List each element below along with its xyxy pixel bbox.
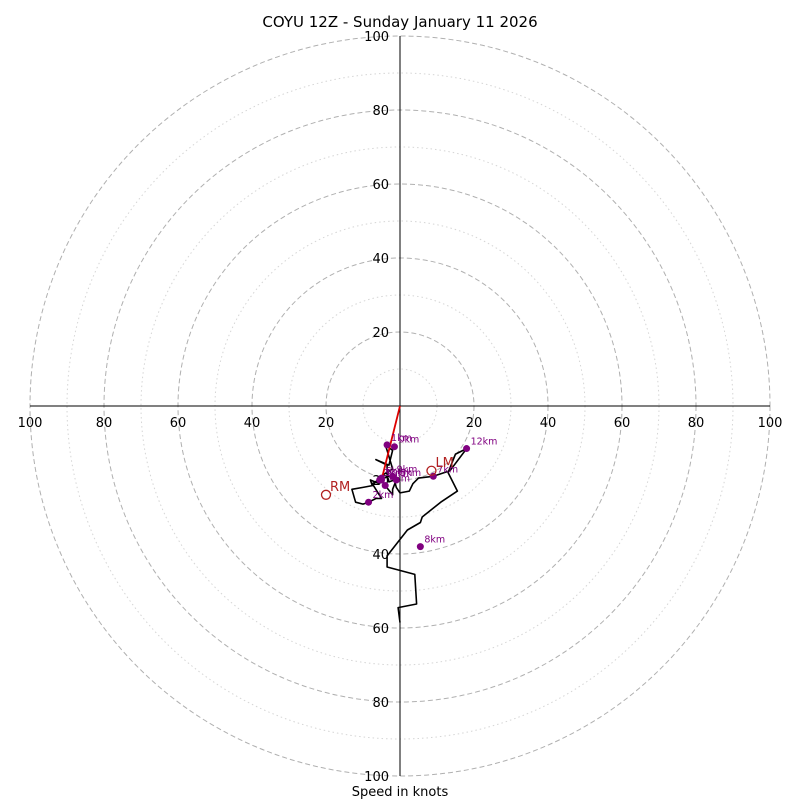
tick-label-top-100: 100	[364, 30, 389, 45]
height-marker-9km	[389, 472, 397, 480]
tick-label-left-40: 40	[244, 416, 261, 431]
height-marker-label-10km: 10km	[386, 468, 413, 479]
tick-label-bottom-100: 100	[364, 770, 389, 785]
height-marker-10km	[378, 476, 385, 484]
height-marker-1km	[383, 441, 391, 449]
height-marker-4km	[381, 482, 389, 490]
tick-label-top-60: 60	[372, 178, 389, 193]
tick-label-right-80: 80	[688, 416, 705, 431]
height-marker-label-9km: 9km	[397, 464, 418, 475]
tick-label-top-80: 80	[372, 104, 389, 119]
height-marker-label-2km: 2km	[373, 490, 394, 501]
storm-motion-markers: RM LM	[320, 456, 454, 500]
height-marker-label-6km: 6km	[386, 466, 407, 477]
chart-title: COYU 12Z - Sunday January 11 2026	[262, 13, 537, 31]
height-markers: 0km1km2km3km4km5km6km7km8km9km10km12km	[365, 433, 498, 551]
height-marker-label-5km: 5km	[400, 468, 421, 479]
tick-label-left-100: 100	[18, 416, 43, 431]
mean-wind-vector-line	[380, 405, 401, 481]
tick-label-bottom-60: 60	[372, 622, 389, 637]
hodograph-line	[351, 444, 468, 623]
tick-label-bottom-40: 40	[372, 548, 389, 563]
tick-label-right-60: 60	[614, 416, 631, 431]
storm-motion-marker-lm	[426, 465, 437, 476]
height-marker-2km	[365, 498, 373, 506]
tick-label-left-20: 20	[318, 416, 335, 431]
height-marker-label-12km: 12km	[471, 437, 498, 448]
storm-motion-label-rm: RM	[330, 480, 350, 495]
tick-label-left-80: 80	[96, 416, 113, 431]
storm-motion-marker-rm	[320, 489, 332, 500]
height-marker-label-7km: 7km	[437, 464, 458, 475]
x-axis-label: Speed in knots	[352, 785, 449, 800]
axis-tick-labels: 100 100 100 100 80 80 80 80 60 60 60 60 40 40 40 40 20 20…	[18, 30, 783, 785]
storm-motion-label-lm: LM	[435, 456, 453, 471]
tick-label-top-20: 20	[372, 326, 389, 341]
tick-label-right-40: 40	[540, 416, 557, 431]
hodograph-trace	[351, 444, 468, 623]
tick-label-bottom-80: 80	[372, 696, 389, 711]
tick-label-right-20: 20	[466, 416, 483, 431]
height-marker-8km	[416, 543, 424, 551]
height-marker-label-0km: 0km	[398, 435, 419, 446]
height-marker-label-8km: 8km	[424, 535, 445, 546]
tick-label-right-100: 100	[758, 416, 783, 431]
height-marker-label-1km: 1km	[391, 433, 412, 444]
mean-wind-vector	[380, 405, 401, 481]
height-marker-12km	[463, 445, 471, 453]
height-marker-0km	[390, 443, 398, 451]
tick-label-left-60: 60	[170, 416, 187, 431]
height-marker-7km	[429, 472, 437, 480]
tick-label-top-40: 40	[372, 252, 389, 267]
